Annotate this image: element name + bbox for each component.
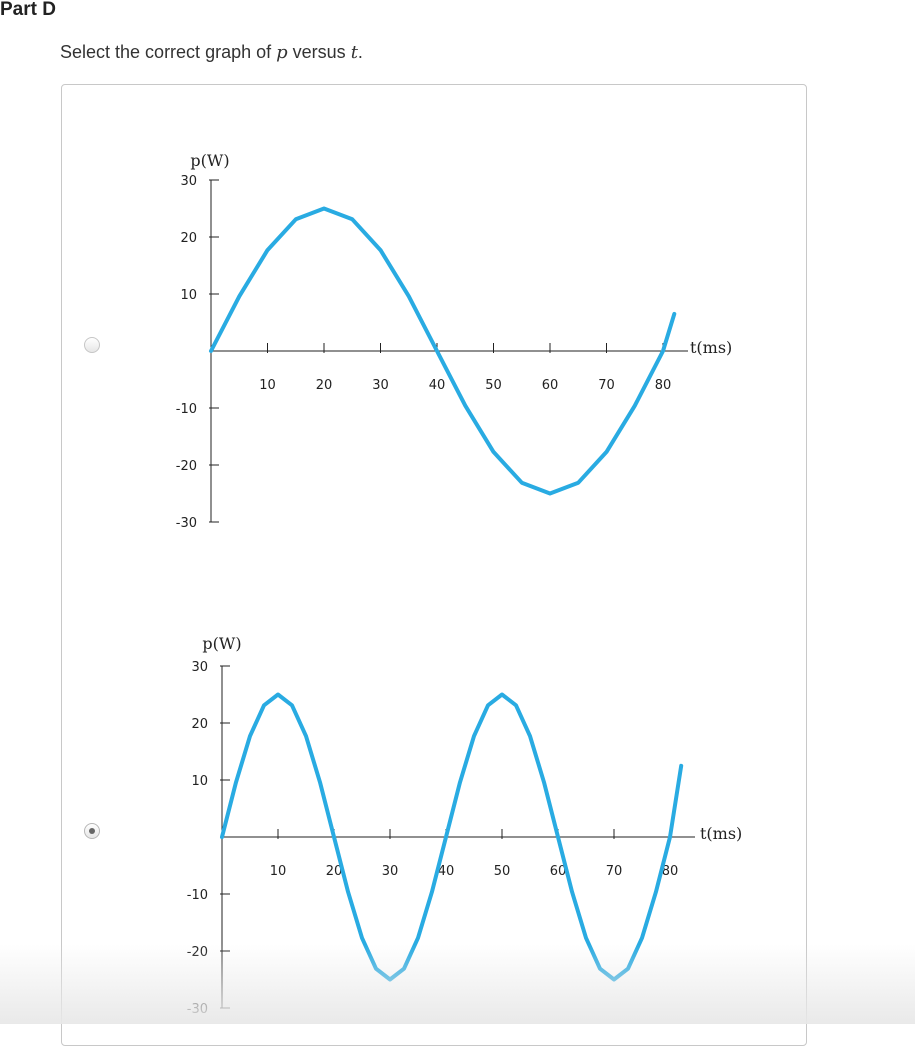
y-tick-label: 10 (180, 288, 197, 303)
x-tick-label: 30 (382, 864, 399, 879)
x-tick-label: 10 (270, 864, 287, 879)
radio-selected-dot (89, 828, 95, 834)
prompt-var-t: t (350, 42, 358, 63)
y-tick-label: -10 (187, 888, 208, 903)
y-tick-label: 20 (180, 231, 197, 246)
x-tick-label: 40 (438, 864, 455, 879)
y-tick-label: -30 (176, 516, 197, 531)
x-tick-label: 30 (372, 378, 389, 393)
x-axis-label: t(ms) (690, 338, 732, 357)
y-tick-label: 10 (191, 774, 208, 789)
x-tick-label: 60 (542, 378, 559, 393)
x-tick-label: 40 (429, 378, 446, 393)
option-1-graph[interactable]: 30 20 10 -10 -20 -30 10 20 30 40 50 60 70 80 p(W) t(ms) (0, 0, 915, 1024)
x-tick-label: 10 (259, 378, 276, 393)
part-title: Part D (0, 0, 56, 20)
option-2-graph[interactable]: 30 20 10 -10 -20 -30 10 20 30 40 50 60 70 80 p(W) t(ms) (0, 0, 915, 1024)
x-tick-label: 70 (598, 378, 615, 393)
power-curve-line (209, 206, 677, 496)
option-2-radio[interactable] (84, 823, 100, 839)
x-tick-label: 50 (494, 864, 511, 879)
x-tick-label: 60 (550, 864, 567, 879)
y-axis-label: p(W) (190, 151, 229, 170)
prompt-text-before: Select the correct graph of (60, 42, 277, 62)
y-tick-label: 20 (191, 717, 208, 732)
x-tick-label: 50 (485, 378, 502, 393)
y-tick-label: 30 (191, 660, 208, 675)
y-tick-label: -30 (187, 1002, 208, 1017)
y-tick-label: 30 (180, 174, 197, 189)
y-tick-label: -20 (176, 459, 197, 474)
prompt-text-middle: versus (287, 42, 351, 62)
x-tick-label: 20 (316, 378, 333, 393)
y-tick-label: -10 (176, 402, 197, 417)
x-tick-label: 70 (606, 864, 623, 879)
y-axis-label: p(W) (202, 634, 241, 653)
x-tick-label: 80 (662, 864, 679, 879)
x-tick-label: 20 (326, 864, 343, 879)
x-tick-label: 80 (655, 378, 672, 393)
y-tick-label: -20 (187, 945, 208, 960)
x-axis-label: t(ms) (700, 824, 742, 843)
prompt-var-p: p (276, 42, 288, 63)
option-1-radio[interactable] (84, 337, 100, 353)
question-prompt: Select the correct graph of p versus t. (60, 42, 363, 63)
prompt-text-after: . (357, 42, 363, 62)
